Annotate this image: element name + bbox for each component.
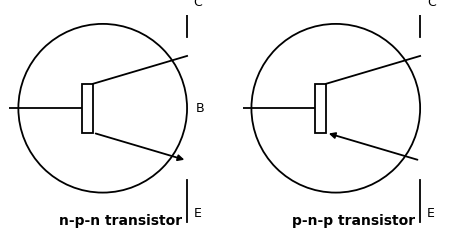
Text: n-p-n transistor: n-p-n transistor [59,214,182,228]
Text: C: C [427,0,436,9]
Text: E: E [427,207,435,220]
Bar [82,84,93,133]
Text: C: C [194,0,202,9]
Text: E: E [194,207,201,220]
Text: p-n-p transistor: p-n-p transistor [292,214,415,228]
Bar [315,84,326,133]
Text: B: B [196,102,205,115]
